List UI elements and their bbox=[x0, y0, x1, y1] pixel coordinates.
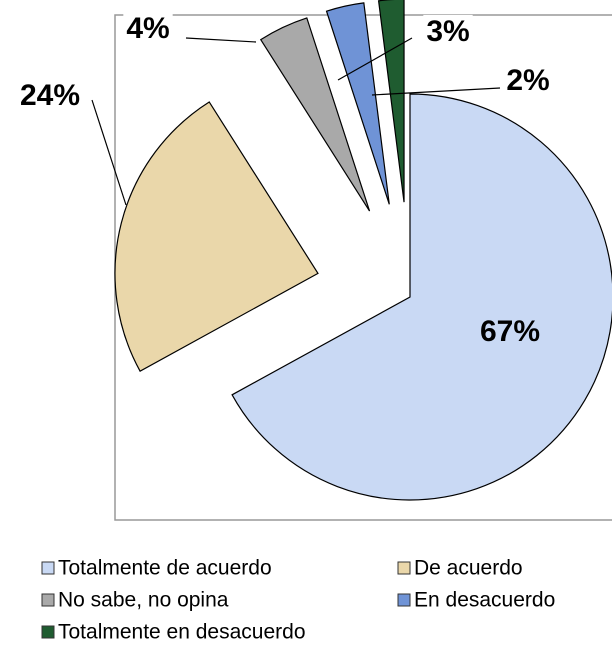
legend-label: Totalmente en desacuerdo bbox=[58, 621, 306, 644]
data-label-bg bbox=[16, 78, 84, 112]
legend-label: No sabe, no opina bbox=[58, 589, 229, 612]
pie-slice bbox=[259, 17, 371, 212]
data-label-bg bbox=[123, 11, 173, 45]
legend-label: De acuerdo bbox=[414, 557, 523, 580]
leader-line bbox=[185, 37, 257, 43]
data-label: 24% bbox=[20, 79, 80, 112]
data-label: 2% bbox=[506, 64, 549, 97]
pie-slice bbox=[231, 93, 612, 501]
legend-swatch bbox=[41, 593, 55, 607]
data-label: 3% bbox=[426, 15, 469, 48]
legend-swatch bbox=[41, 561, 55, 575]
legend-swatch bbox=[397, 593, 411, 607]
pie-slice bbox=[377, 0, 405, 203]
leader-line bbox=[371, 87, 501, 96]
leader-line bbox=[91, 99, 127, 206]
data-label: 4% bbox=[126, 12, 169, 45]
data-label-bg bbox=[423, 14, 473, 48]
legend-label: Totalmente de acuerdo bbox=[58, 557, 272, 580]
legend-swatch bbox=[397, 561, 411, 575]
leader-line bbox=[337, 37, 413, 81]
legend-swatch bbox=[41, 625, 55, 639]
legend-label: En desacuerdo bbox=[414, 589, 555, 612]
data-label-bg bbox=[503, 63, 553, 97]
pie-slice bbox=[114, 101, 319, 372]
data-label: 67% bbox=[480, 315, 540, 348]
pie-slice bbox=[325, 2, 390, 205]
